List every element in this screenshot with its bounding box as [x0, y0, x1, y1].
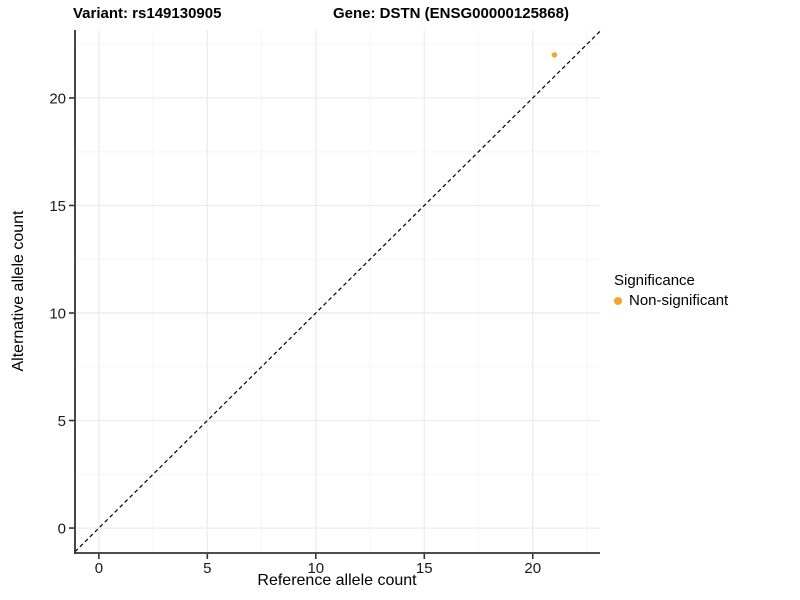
legend-title: Significance [614, 272, 695, 289]
legend-item-label: Non-significant [629, 292, 729, 309]
y-tick-label: 15 [49, 198, 66, 215]
y-tick-label: 10 [49, 306, 66, 323]
legend-point-icon [614, 296, 622, 305]
legend: Significance Non-significant [614, 272, 728, 309]
x-tick-label: 5 [203, 560, 211, 577]
x-tick-label: 15 [416, 560, 433, 577]
y-tick-label: 0 [58, 521, 66, 538]
y-tick-label: 5 [58, 413, 66, 430]
x-tick-label: 20 [524, 560, 541, 577]
x-tick-label: 10 [307, 560, 324, 577]
plot-title-gene: Gene: DSTN (ENSG00000125868) [333, 5, 569, 22]
x-axis-title: Reference allele count [257, 572, 417, 589]
y-tick-label: 20 [49, 90, 66, 107]
y-axis-title: Alternative allele count [10, 210, 27, 372]
plot-title-variant: Variant: rs149130905 [73, 5, 222, 22]
x-tick-label: 0 [95, 560, 103, 577]
identity-line [74, 30, 601, 553]
data-point[interactable] [551, 52, 558, 58]
legend-item: Non-significant [614, 292, 728, 309]
